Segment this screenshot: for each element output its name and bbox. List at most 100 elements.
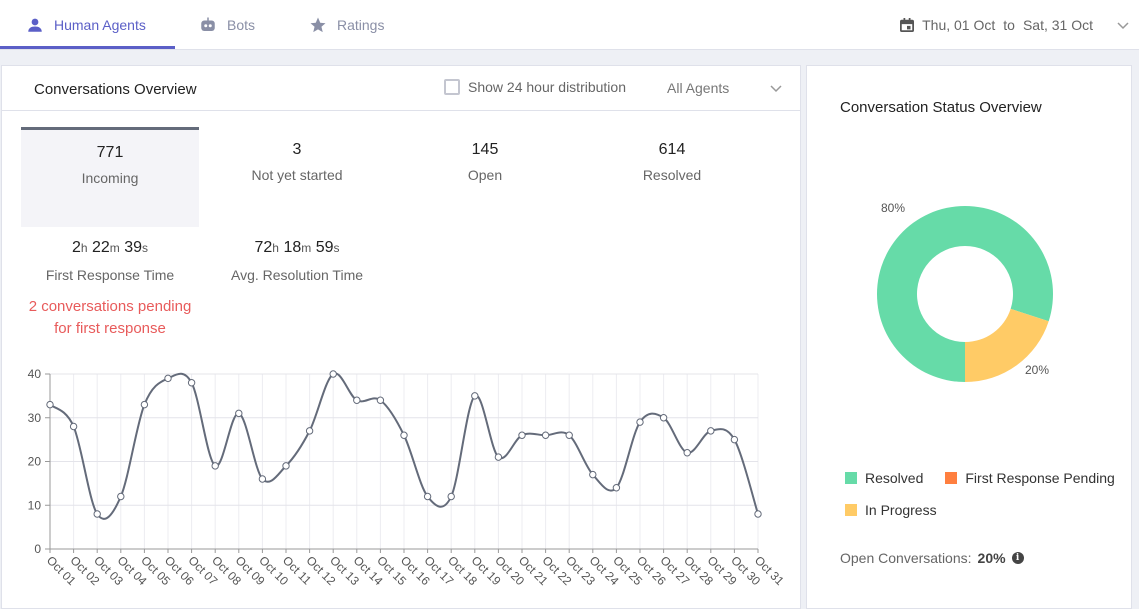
- data-point: [164, 374, 172, 383]
- y-tick-label: 20: [28, 455, 42, 469]
- card-title: Conversations Overview: [34, 81, 197, 98]
- data-point: [447, 492, 455, 501]
- show-24h-toggle[interactable]: Show 24 hour distribution: [444, 79, 626, 95]
- legend-item-in-progress[interactable]: In Progress: [845, 502, 937, 518]
- top-tab-bar: Human Agents Bots Ratings Thu, 01 Oct to…: [0, 0, 1139, 50]
- stat-resolved[interactable]: 614 Resolved: [583, 127, 761, 227]
- data-point: [707, 427, 715, 435]
- stat-incoming[interactable]: 771 Incoming: [21, 127, 199, 227]
- chevron-down-icon: [1117, 22, 1129, 30]
- stat-value: 145: [471, 141, 499, 158]
- data-point: [423, 492, 432, 501]
- chart-legend: Resolved First Response Pending In Progr…: [845, 470, 1115, 534]
- data-point: [353, 396, 361, 404]
- tab-bots[interactable]: Bots: [199, 0, 255, 50]
- stat-label: Not yet started: [251, 167, 343, 183]
- stat-open[interactable]: 145 Open: [396, 127, 574, 227]
- data-point: [636, 418, 644, 426]
- date-to-word: to: [1003, 17, 1015, 33]
- minutes-unit: m: [301, 241, 312, 255]
- pending-line: for first response: [54, 320, 166, 337]
- data-point: [659, 414, 668, 422]
- seconds-value: 39: [124, 239, 143, 256]
- data-point: [140, 400, 149, 409]
- date-range-picker[interactable]: Thu, 01 Oct to Sat, 31 Oct: [900, 0, 1129, 50]
- seconds-value: 59: [315, 239, 334, 256]
- y-tick-label: 10: [28, 498, 42, 512]
- data-point: [683, 449, 691, 457]
- slice-label: 80%: [881, 201, 905, 215]
- hours-value: 2: [71, 239, 81, 256]
- data-point: [589, 470, 597, 479]
- card-title: Conversation Status Overview: [840, 99, 1042, 116]
- data-point: [187, 379, 196, 387]
- data-point: [612, 484, 621, 492]
- y-tick-label: 40: [28, 367, 42, 381]
- info-icon[interactable]: i: [1011, 552, 1024, 564]
- status-overview-card: Conversation Status Overview 80% 20% Reso…: [806, 65, 1132, 609]
- metric-label: First Response Time: [45, 267, 175, 283]
- minutes-value: 18: [283, 239, 302, 256]
- pending-first-response-link[interactable]: 2 conversations pending for first respon…: [10, 296, 210, 340]
- data-point: [211, 462, 219, 470]
- legend-label: In Progress: [865, 502, 937, 518]
- data-point: [329, 370, 337, 378]
- legend-item-resolved[interactable]: Resolved: [845, 470, 923, 486]
- date-from: Thu, 01 Oct: [922, 17, 996, 33]
- tab-human-agents[interactable]: Human Agents: [26, 0, 146, 50]
- legend-swatch: [845, 504, 857, 516]
- donut-slice: [965, 308, 1049, 382]
- data-point: [730, 435, 739, 444]
- minutes-value: 22: [92, 239, 110, 256]
- stat-value: 614: [658, 141, 686, 158]
- legend-label: First Response Pending: [965, 470, 1115, 486]
- tab-label: Ratings: [337, 17, 385, 33]
- data-point: [376, 396, 385, 404]
- agent-filter-select[interactable]: All Agents: [667, 80, 782, 96]
- stat-value: 3: [292, 141, 302, 158]
- pending-line: 2 conversations pending: [28, 298, 192, 315]
- y-tick-label: 30: [28, 411, 42, 425]
- bot-icon: [201, 17, 215, 31]
- chevron-down-icon: [770, 85, 782, 93]
- data-point: [541, 431, 550, 439]
- seconds-unit: s: [142, 241, 149, 255]
- legend-label: Resolved: [865, 470, 924, 486]
- tab-label: Human Agents: [54, 17, 146, 33]
- person-icon: [28, 18, 42, 32]
- legend-item-first-response-pending[interactable]: First Response Pending: [945, 470, 1115, 486]
- data-point: [518, 431, 526, 439]
- data-point: [235, 409, 243, 418]
- data-point: [258, 475, 267, 483]
- conversations-overview-card: Conversations Overview Show 24 hour dist…: [1, 65, 801, 609]
- checkbox-label: Show 24 hour distribution: [468, 79, 626, 95]
- data-point: [69, 422, 78, 431]
- seconds-unit: s: [333, 241, 340, 255]
- stat-not-yet-started[interactable]: 3 Not yet started: [208, 127, 386, 227]
- data-point: [282, 462, 290, 470]
- tab-ratings[interactable]: Ratings: [309, 0, 384, 50]
- stat-label: Open: [467, 167, 503, 183]
- metric-value: 2h 22m 39s: [10, 239, 210, 257]
- first-response-time: 2h 22m 39s First Response Time: [10, 239, 210, 283]
- minutes-unit: m: [109, 241, 120, 255]
- open-value: 20%: [977, 550, 1006, 566]
- y-tick-label: 0: [34, 542, 41, 556]
- legend-swatch: [845, 472, 857, 484]
- date-to: Sat, 31 Oct: [1022, 17, 1093, 33]
- tab-label: Bots: [227, 17, 256, 33]
- calendar-icon: [900, 18, 915, 32]
- checkbox[interactable]: [444, 79, 460, 95]
- metric-label: Avg. Resolution Time: [230, 267, 364, 283]
- hours-value: 72: [254, 239, 273, 256]
- active-tab-indicator: [0, 46, 175, 49]
- slice-label: 20%: [1025, 363, 1049, 377]
- data-point: [400, 431, 408, 439]
- data-point: [494, 453, 503, 461]
- status-donut-chart: 80% 20%: [877, 201, 1053, 382]
- data-point: [93, 510, 101, 518]
- metric-value: 72h 18m 59s: [197, 239, 397, 257]
- stat-label: Resolved: [642, 167, 702, 183]
- star-icon: [310, 17, 326, 33]
